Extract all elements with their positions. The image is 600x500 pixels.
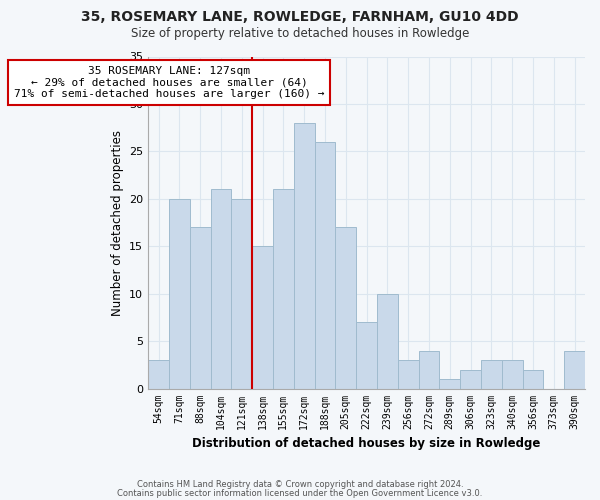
Bar <box>148 360 169 388</box>
Bar <box>481 360 502 388</box>
Bar <box>356 322 377 388</box>
Bar <box>252 246 273 388</box>
X-axis label: Distribution of detached houses by size in Rowledge: Distribution of detached houses by size … <box>193 437 541 450</box>
Bar <box>398 360 419 388</box>
Bar <box>335 228 356 388</box>
Bar <box>377 294 398 388</box>
Bar <box>190 228 211 388</box>
Bar <box>273 190 294 388</box>
Bar <box>169 199 190 388</box>
Bar <box>419 350 439 389</box>
Text: Contains HM Land Registry data © Crown copyright and database right 2024.: Contains HM Land Registry data © Crown c… <box>137 480 463 489</box>
Text: Size of property relative to detached houses in Rowledge: Size of property relative to detached ho… <box>131 28 469 40</box>
Bar <box>564 350 585 389</box>
Y-axis label: Number of detached properties: Number of detached properties <box>110 130 124 316</box>
Bar <box>502 360 523 388</box>
Bar <box>523 370 544 388</box>
Text: Contains public sector information licensed under the Open Government Licence v3: Contains public sector information licen… <box>118 488 482 498</box>
Bar <box>232 199 252 388</box>
Text: 35 ROSEMARY LANE: 127sqm
← 29% of detached houses are smaller (64)
71% of semi-d: 35 ROSEMARY LANE: 127sqm ← 29% of detach… <box>14 66 324 99</box>
Text: 35, ROSEMARY LANE, ROWLEDGE, FARNHAM, GU10 4DD: 35, ROSEMARY LANE, ROWLEDGE, FARNHAM, GU… <box>81 10 519 24</box>
Bar <box>314 142 335 388</box>
Bar <box>460 370 481 388</box>
Bar <box>294 123 314 388</box>
Bar <box>211 190 232 388</box>
Bar <box>439 379 460 388</box>
